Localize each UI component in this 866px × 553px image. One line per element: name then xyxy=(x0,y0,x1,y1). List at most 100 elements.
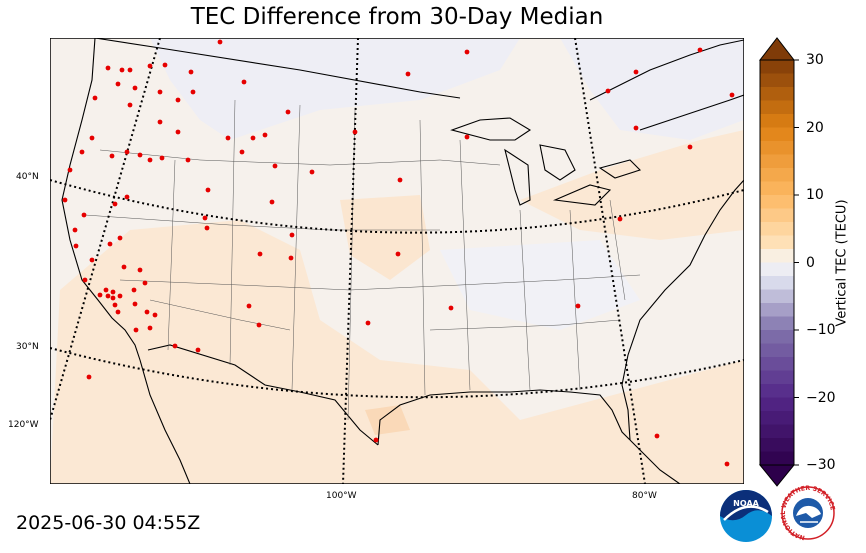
colorbar-band xyxy=(760,154,794,169)
colorbar-band xyxy=(760,289,794,304)
colorbar-ticks xyxy=(794,59,799,466)
station-marker xyxy=(117,293,123,299)
lon-label-80w: 80°W xyxy=(632,491,657,501)
colorbar-tick-label: −20 xyxy=(806,389,836,406)
station-marker xyxy=(144,309,150,315)
colorbar-tick-label: 20 xyxy=(806,119,824,136)
station-marker xyxy=(157,89,163,95)
station-marker xyxy=(73,243,79,249)
station-marker xyxy=(157,119,163,125)
station-marker xyxy=(654,433,660,439)
state-borders xyxy=(84,99,641,421)
station-marker xyxy=(131,287,137,293)
colorbar-band xyxy=(760,100,794,115)
station-marker xyxy=(142,280,148,286)
lon-label-120w: 120°W xyxy=(8,420,39,430)
colorbar-tick-label: −10 xyxy=(806,322,836,338)
station-marker xyxy=(132,301,138,307)
station-marker xyxy=(352,129,358,135)
station-marker xyxy=(117,235,123,241)
station-marker xyxy=(395,251,401,257)
station-marker xyxy=(72,227,78,233)
station-marker xyxy=(285,109,291,115)
colorbar-band xyxy=(760,222,794,236)
colorbar-band xyxy=(760,330,794,344)
colorbar-band xyxy=(760,370,794,385)
station-marker xyxy=(67,167,73,173)
lat-label-40n: 40°N xyxy=(16,172,39,182)
station-marker xyxy=(188,69,194,75)
station-marker xyxy=(124,149,130,155)
station-marker xyxy=(241,79,247,85)
station-marker xyxy=(147,325,153,331)
station-marker xyxy=(109,153,115,159)
station-marker xyxy=(110,295,116,301)
nws-logo: NATIONAL WEATHER SERVICE xyxy=(780,485,836,541)
station-marker xyxy=(288,255,294,261)
colorbar-band xyxy=(760,114,794,128)
station-marker xyxy=(133,327,139,333)
station-marker xyxy=(464,49,470,55)
station-marker xyxy=(112,302,118,308)
colorbar-band xyxy=(760,60,794,74)
station-marker xyxy=(289,232,295,238)
station-marker xyxy=(110,289,116,295)
colorbar-band xyxy=(760,451,794,466)
station-marker xyxy=(190,89,196,95)
colorbar-band xyxy=(760,168,794,182)
station-marker xyxy=(86,374,92,380)
positive-anomaly-texas xyxy=(365,405,410,435)
station-marker xyxy=(246,303,252,309)
station-marker xyxy=(185,157,191,163)
station-marker xyxy=(172,343,178,349)
station-marker xyxy=(405,71,411,77)
station-marker xyxy=(687,144,693,150)
graticule xyxy=(50,38,744,484)
station-marker xyxy=(89,257,95,263)
station-marker xyxy=(127,67,133,73)
colorbar-band xyxy=(760,411,794,425)
station-marker xyxy=(89,135,95,141)
coastlines xyxy=(61,38,744,484)
station-marker xyxy=(309,169,315,175)
station-marker xyxy=(617,216,623,222)
station-marker xyxy=(105,293,111,299)
colorbar-band xyxy=(760,195,794,209)
station-marker xyxy=(175,97,181,103)
timestamp: 2025-06-30 04:55Z xyxy=(16,512,201,534)
colorbar-band xyxy=(760,235,794,250)
station-marker xyxy=(79,149,85,155)
station-marker xyxy=(464,134,470,140)
station-marker xyxy=(147,157,153,163)
station-marker xyxy=(262,132,268,138)
station-marker xyxy=(257,251,263,257)
colorbar-bands xyxy=(760,60,794,466)
colorbar-band xyxy=(760,87,794,101)
station-marker xyxy=(575,303,581,309)
station-marker xyxy=(239,149,245,155)
colorbar-band xyxy=(760,397,794,412)
colorbar-band xyxy=(760,208,794,223)
station-marker xyxy=(137,267,143,273)
station-marker xyxy=(132,85,138,91)
station-marker xyxy=(697,47,703,53)
station-marker xyxy=(147,63,153,69)
colorbar-band xyxy=(760,357,794,371)
colorbar-band xyxy=(760,343,794,358)
station-marker xyxy=(397,177,403,183)
station-marker xyxy=(162,62,168,68)
noaa-logo: NOAA xyxy=(720,490,772,542)
station-marker xyxy=(269,199,275,205)
station-marker xyxy=(92,95,98,101)
station-marker xyxy=(152,312,158,318)
station-marker xyxy=(448,305,454,311)
station-marker xyxy=(365,320,371,326)
gnss-stations xyxy=(62,39,735,467)
station-marker xyxy=(633,69,639,75)
colorbar-band xyxy=(760,127,794,142)
station-marker xyxy=(115,309,121,315)
station-marker xyxy=(729,92,735,98)
positive-anomaly-east xyxy=(520,130,744,240)
